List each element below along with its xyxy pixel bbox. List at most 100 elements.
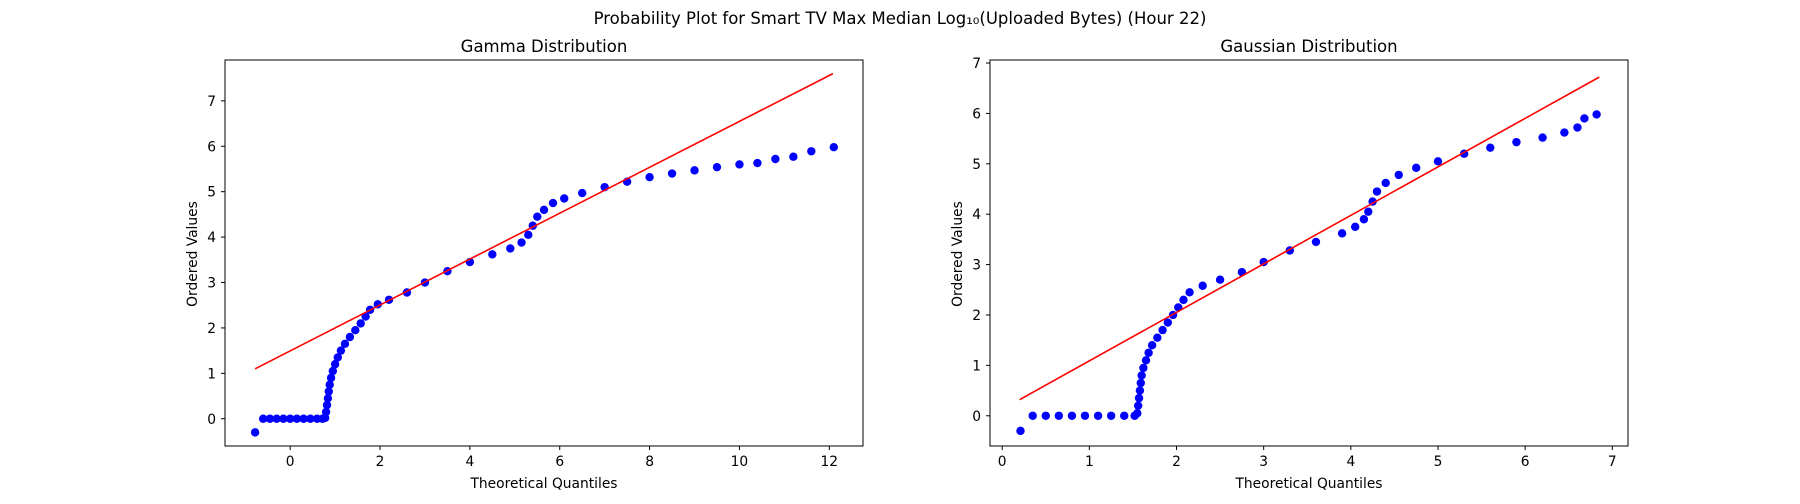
gaussian-data-point [1592, 110, 1601, 119]
gamma-data-point [279, 414, 288, 423]
gaussian-data-point [1179, 295, 1188, 305]
gaussian-data-point [1573, 123, 1582, 132]
gaussian-data-point [1120, 411, 1129, 420]
gamma-data-point [539, 205, 549, 215]
gaussian-data-point [1135, 386, 1145, 395]
gaussian-data-point [1067, 411, 1077, 420]
gamma-y-tick-label: 5 [207, 185, 216, 201]
gaussian-x-tick-label: 0 [998, 454, 1007, 470]
gamma-data-point [285, 414, 295, 423]
gamma-data-point [321, 407, 331, 417]
gaussian-data-point [1134, 393, 1144, 403]
gamma-data-point [265, 414, 275, 423]
gamma-data-point [517, 238, 526, 247]
gaussian-data-point [1144, 348, 1153, 357]
gaussian-data-point [1093, 411, 1103, 420]
gaussian-data-point [1106, 411, 1116, 420]
gamma-x-tick-label: 0 [286, 454, 295, 470]
gaussian-y-tick-label: 1 [972, 358, 981, 374]
gamma-data-point [340, 339, 350, 349]
gaussian-x-tick-label: 6 [1521, 454, 1530, 470]
gamma-data-point [524, 230, 533, 240]
gamma-data-point [323, 394, 333, 403]
gaussian-x-tick-label: 7 [1608, 454, 1617, 470]
gaussian-fit-line [1019, 76, 1600, 401]
gaussian-y-tick-label: 7 [972, 56, 981, 72]
gaussian-data-point [1163, 318, 1173, 327]
gaussian-data-point [1359, 215, 1369, 224]
gaussian-data-point [1158, 325, 1167, 335]
gamma-data-point [577, 188, 587, 198]
gamma-data-point [336, 346, 346, 355]
gaussian-data-point [1215, 275, 1225, 284]
gamma-y-tick-label: 1 [207, 366, 216, 382]
gaussian-y-tick-label: 3 [972, 258, 981, 274]
gamma-y-tick-label: 0 [207, 412, 216, 428]
gaussian-data-point [1198, 281, 1207, 290]
gaussian-x-tick-label: 1 [1085, 454, 1094, 470]
gaussian-y-axis-label: Ordered Values [950, 201, 966, 307]
figure-title: Probability Plot for Smart TV Max Median… [594, 9, 1207, 28]
gaussian-data-point [1136, 378, 1145, 388]
gaussian-data-point [1337, 229, 1347, 238]
gaussian-data-point [1311, 237, 1321, 247]
gaussian-data-point [1538, 133, 1547, 142]
gaussian-x-tick-label: 3 [1259, 454, 1268, 470]
gamma-data-point [807, 147, 816, 156]
gamma-data-point [333, 353, 342, 362]
gamma-data-point [328, 366, 338, 376]
gaussian-x-tick-label: 2 [1172, 454, 1181, 470]
gaussian-data-point [1364, 207, 1373, 216]
gaussian-y-tick-label: 0 [972, 409, 981, 425]
gamma-data-point [325, 380, 334, 389]
gamma-panel: Gamma Distribution Theoretical Quantiles… [185, 37, 864, 492]
gaussian-data-point [1185, 288, 1194, 297]
gamma-y-tick-label: 7 [207, 94, 216, 110]
gamma-data-point [351, 326, 360, 335]
gaussian-data-point [1141, 356, 1151, 365]
gaussian-data-point [1028, 411, 1037, 420]
gamma-data-point [272, 414, 281, 423]
gamma-data-point [560, 194, 569, 203]
gamma-data-point [326, 373, 336, 383]
gaussian-y-tick-label: 4 [972, 207, 981, 223]
gaussian-panel: Gaussian Distribution Theoretical Quanti… [950, 37, 1629, 492]
gamma-data-point [690, 166, 699, 175]
gamma-data-point [306, 414, 315, 423]
gaussian-data-point [1133, 401, 1143, 410]
gaussian-data-point [1412, 163, 1421, 173]
gaussian-points-group [1016, 110, 1601, 436]
gamma-data-point [361, 312, 370, 321]
gamma-x-axis-label: Theoretical Quantiles [469, 476, 617, 492]
gamma-x-tick-label: 4 [465, 454, 474, 470]
gamma-points-group [250, 142, 838, 437]
gamma-y-tick-label: 6 [207, 139, 216, 155]
gamma-data-point [250, 428, 260, 437]
gaussian-x-tick-label: 5 [1434, 454, 1443, 470]
gamma-data-point [345, 332, 355, 342]
gaussian-data-point [1137, 371, 1146, 380]
gaussian-y-tick-label: 6 [972, 106, 981, 122]
gamma-data-point [330, 360, 340, 369]
gamma-data-point [324, 387, 333, 396]
gamma-plot-frame [224, 59, 864, 447]
gaussian-data-point [1512, 137, 1521, 147]
gamma-data-point [322, 400, 332, 410]
gamma-data-point [645, 172, 654, 182]
gaussian-data-point [1560, 128, 1569, 137]
gamma-data-point [771, 154, 780, 164]
gaussian-data-point [1350, 222, 1360, 231]
gaussian-data-point [1153, 333, 1162, 342]
gamma-x-tick-label: 6 [555, 454, 564, 470]
gamma-y-axis-label: Ordered Values [185, 201, 201, 307]
gaussian-data-point [1133, 409, 1142, 418]
gamma-x-tick-label: 10 [731, 454, 749, 470]
gaussian-y-tick-label: 2 [972, 308, 981, 324]
gamma-data-point [488, 250, 497, 259]
gaussian-data-point [1080, 411, 1090, 420]
gaussian-data-point [1394, 170, 1403, 180]
gaussian-data-point [1486, 143, 1495, 152]
gamma-data-point [753, 158, 762, 168]
gaussian-plot-frame [989, 59, 1629, 447]
